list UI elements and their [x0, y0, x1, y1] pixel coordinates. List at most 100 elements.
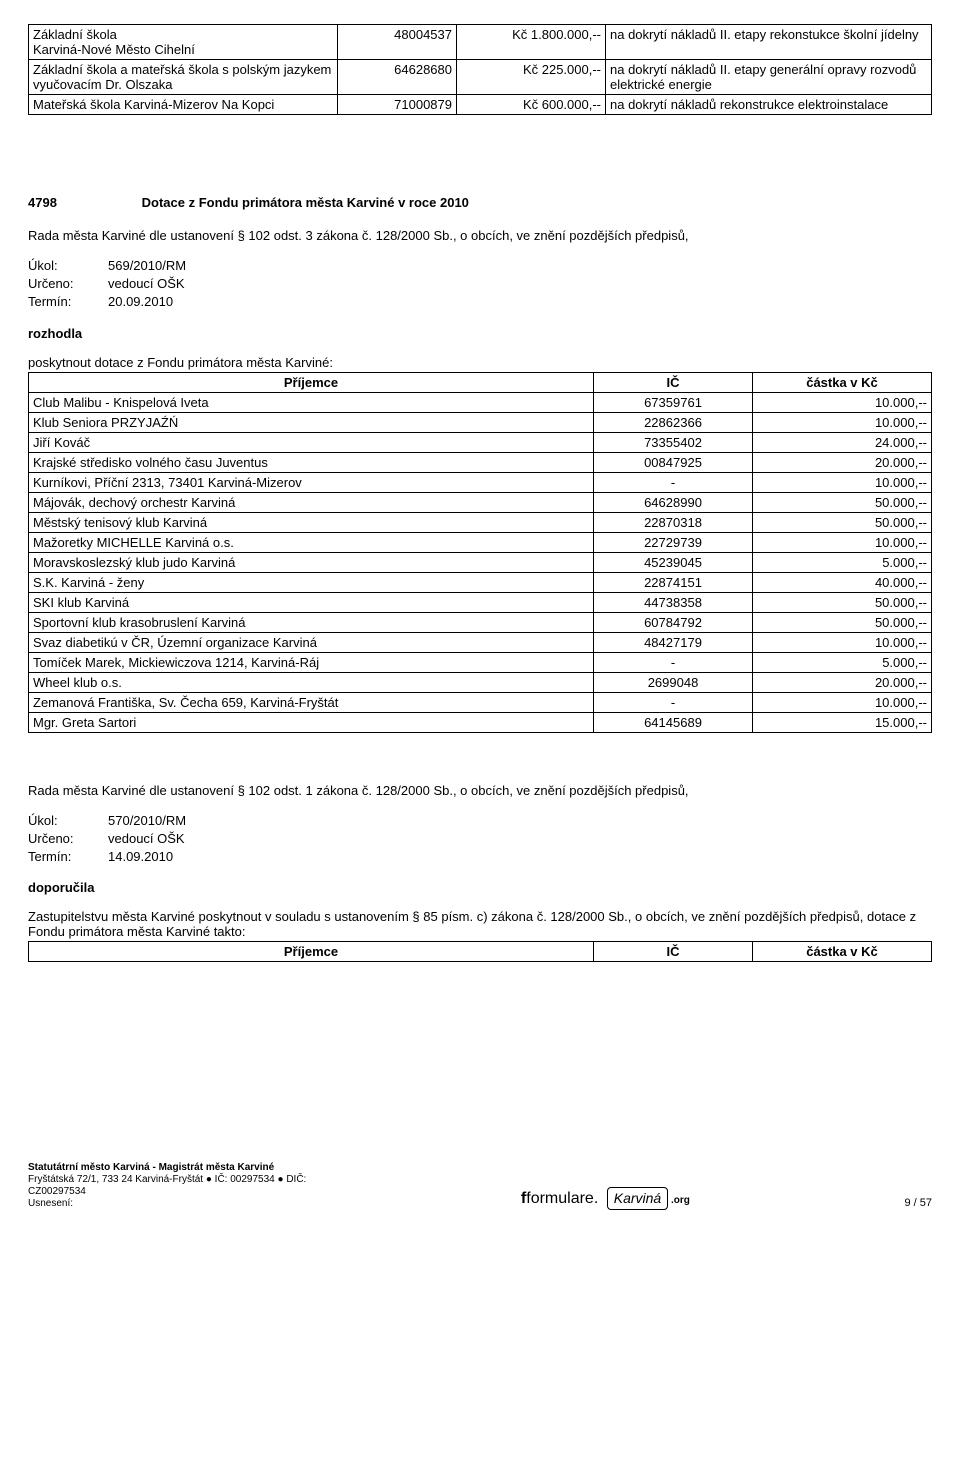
ic: 64145689: [594, 712, 753, 732]
recipient: Club Malibu - Knispelová Iveta: [29, 392, 594, 412]
recipient: Krajské středisko volného času Juventus: [29, 452, 594, 472]
table-row: Wheel klub o.s.269904820.000,--: [29, 672, 932, 692]
table-row: S.K. Karviná - ženy2287415140.000,--: [29, 572, 932, 592]
amount: 50.000,--: [753, 592, 932, 612]
footer-left: Statutátrní město Karviná - Magistrát mě…: [28, 1162, 306, 1210]
recipient: S.K. Karviná - ženy: [29, 572, 594, 592]
footer-line4: Usnesení:: [28, 1198, 306, 1210]
recipient: Městský tenisový klub Karviná: [29, 512, 594, 532]
ic: -: [594, 652, 753, 672]
col-castka: částka v Kč: [753, 372, 932, 392]
amount: 15.000,--: [753, 712, 932, 732]
recipient: Zemanová Františka, Sv. Čecha 659, Karvi…: [29, 692, 594, 712]
table-row: Krajské středisko volného času Juventus0…: [29, 452, 932, 472]
resolution-intro: Rada města Karviné dle ustanovení § 102 …: [28, 228, 932, 243]
amount: 20.000,--: [753, 672, 932, 692]
table-row: Klub Seniora PRZYJAŹŃ2286236610.000,--: [29, 412, 932, 432]
table-row: Sportovní klub krasobruslení Karviná6078…: [29, 612, 932, 632]
page-number: 9 / 57: [904, 1197, 932, 1210]
resolution-number: 4798: [28, 195, 138, 210]
org-name: Mateřská škola Karviná-Mizerov Na Kopci: [29, 95, 338, 115]
resolution2-meta: Úkol:570/2010/RM Určeno:vedoucí OŠK Term…: [28, 812, 932, 867]
table-row: Mažoretky MICHELLE Karviná o.s.227297391…: [29, 532, 932, 552]
amount: 50.000,--: [753, 512, 932, 532]
amount: 10.000,--: [753, 392, 932, 412]
formulare-logo: fformulare.: [521, 1190, 603, 1207]
recipient: Moravskoslezský klub judo Karviná: [29, 552, 594, 572]
table-row: Svaz diabetikú v ČR, Územní organizace K…: [29, 632, 932, 652]
org-ic: 48004537: [338, 25, 457, 60]
footer-center: fformulare. Karviná .org: [306, 1187, 904, 1210]
ic: 44738358: [594, 592, 753, 612]
purpose: na dokrytí nákladů rekonstrukce elektroi…: [606, 95, 932, 115]
amount: Kč 1.800.000,--: [457, 25, 606, 60]
recipient: Mgr. Greta Sartori: [29, 712, 594, 732]
footer-line1: Statutátrní město Karviná - Magistrát mě…: [28, 1162, 306, 1174]
ic: 2699048: [594, 672, 753, 692]
ic: 67359761: [594, 392, 753, 412]
org-suffix: .org: [671, 1195, 690, 1206]
grants-table-1: Příjemce IČ částka v Kč Club Malibu - Kn…: [28, 372, 932, 733]
table-row: Kurníkovi, Příční 2313, 73401 Karviná-Mi…: [29, 472, 932, 492]
resolution-lead: poskytnout dotace z Fondu primátora měst…: [28, 355, 932, 370]
amount: Kč 600.000,--: [457, 95, 606, 115]
ic: -: [594, 692, 753, 712]
table-row: Zemanová Františka, Sv. Čecha 659, Karvi…: [29, 692, 932, 712]
col-castka: částka v Kč: [753, 942, 932, 962]
table-row: Městský tenisový klub Karviná2287031850.…: [29, 512, 932, 532]
amount: 10.000,--: [753, 472, 932, 492]
table-header-row: Příjemce IČ částka v Kč: [29, 372, 932, 392]
amount: 10.000,--: [753, 532, 932, 552]
col-prijemce: Příjemce: [29, 942, 594, 962]
recipient: Wheel klub o.s.: [29, 672, 594, 692]
amount: 24.000,--: [753, 432, 932, 452]
amount: Kč 225.000,--: [457, 60, 606, 95]
recipient: Tomíček Marek, Mickiewiczova 1214, Karvi…: [29, 652, 594, 672]
table-row: Májovák, dechový orchestr Karviná6462899…: [29, 492, 932, 512]
urceno-value: vedoucí OŠK: [108, 276, 185, 291]
recipient: Klub Seniora PRZYJAŹŃ: [29, 412, 594, 432]
amount: 20.000,--: [753, 452, 932, 472]
termin-label: Termín:: [28, 848, 108, 866]
table-row: Základní školaKarviná-Nové Město Cihelní…: [29, 25, 932, 60]
ic: 00847925: [594, 452, 753, 472]
ic: -: [594, 472, 753, 492]
recipient: Sportovní klub krasobruslení Karviná: [29, 612, 594, 632]
resolution-meta: Úkol:569/2010/RM Určeno:vedoucí OŠK Term…: [28, 257, 932, 312]
amount: 10.000,--: [753, 692, 932, 712]
resolution2-action: doporučila: [28, 880, 932, 895]
amount: 10.000,--: [753, 412, 932, 432]
ic: 45239045: [594, 552, 753, 572]
ic: 22729739: [594, 532, 753, 552]
termin-value: 20.09.2010: [108, 294, 173, 309]
ukol-value: 569/2010/RM: [108, 258, 186, 273]
ic: 22874151: [594, 572, 753, 592]
amount: 5.000,--: [753, 652, 932, 672]
table-header-row: Příjemce IČ částka v Kč: [29, 942, 932, 962]
urceno-label: Určeno:: [28, 275, 108, 293]
org-ic: 71000879: [338, 95, 457, 115]
karvina-logo: Karviná: [607, 1187, 668, 1210]
recipient: Mažoretky MICHELLE Karviná o.s.: [29, 532, 594, 552]
resolution-title: Dotace z Fondu primátora města Karviné v…: [142, 195, 469, 210]
table-row: Základní škola a mateřská škola s polský…: [29, 60, 932, 95]
urceno-label: Určeno:: [28, 830, 108, 848]
ic: 22862366: [594, 412, 753, 432]
org-name: Základní školaKarviná-Nové Město Cihelní: [29, 25, 338, 60]
ukol-label: Úkol:: [28, 257, 108, 275]
amount: 10.000,--: [753, 632, 932, 652]
table-row: Moravskoslezský klub judo Karviná4523904…: [29, 552, 932, 572]
purpose: na dokrytí nákladů II. etapy generální o…: [606, 60, 932, 95]
resolution2-intro: Rada města Karviné dle ustanovení § 102 …: [28, 783, 932, 798]
table-row: Club Malibu - Knispelová Iveta6735976110…: [29, 392, 932, 412]
ukol-label: Úkol:: [28, 812, 108, 830]
amount: 5.000,--: [753, 552, 932, 572]
org-ic: 64628680: [338, 60, 457, 95]
table-row: Tomíček Marek, Mickiewiczova 1214, Karvi…: [29, 652, 932, 672]
termin-label: Termín:: [28, 293, 108, 311]
footer-line2: Fryštátská 72/1, 733 24 Karviná-Fryštát …: [28, 1174, 306, 1186]
ic: 64628990: [594, 492, 753, 512]
recipient: Kurníkovi, Příční 2313, 73401 Karviná-Mi…: [29, 472, 594, 492]
top-allocations-table: Základní školaKarviná-Nové Město Cihelní…: [28, 24, 932, 115]
ic: 73355402: [594, 432, 753, 452]
